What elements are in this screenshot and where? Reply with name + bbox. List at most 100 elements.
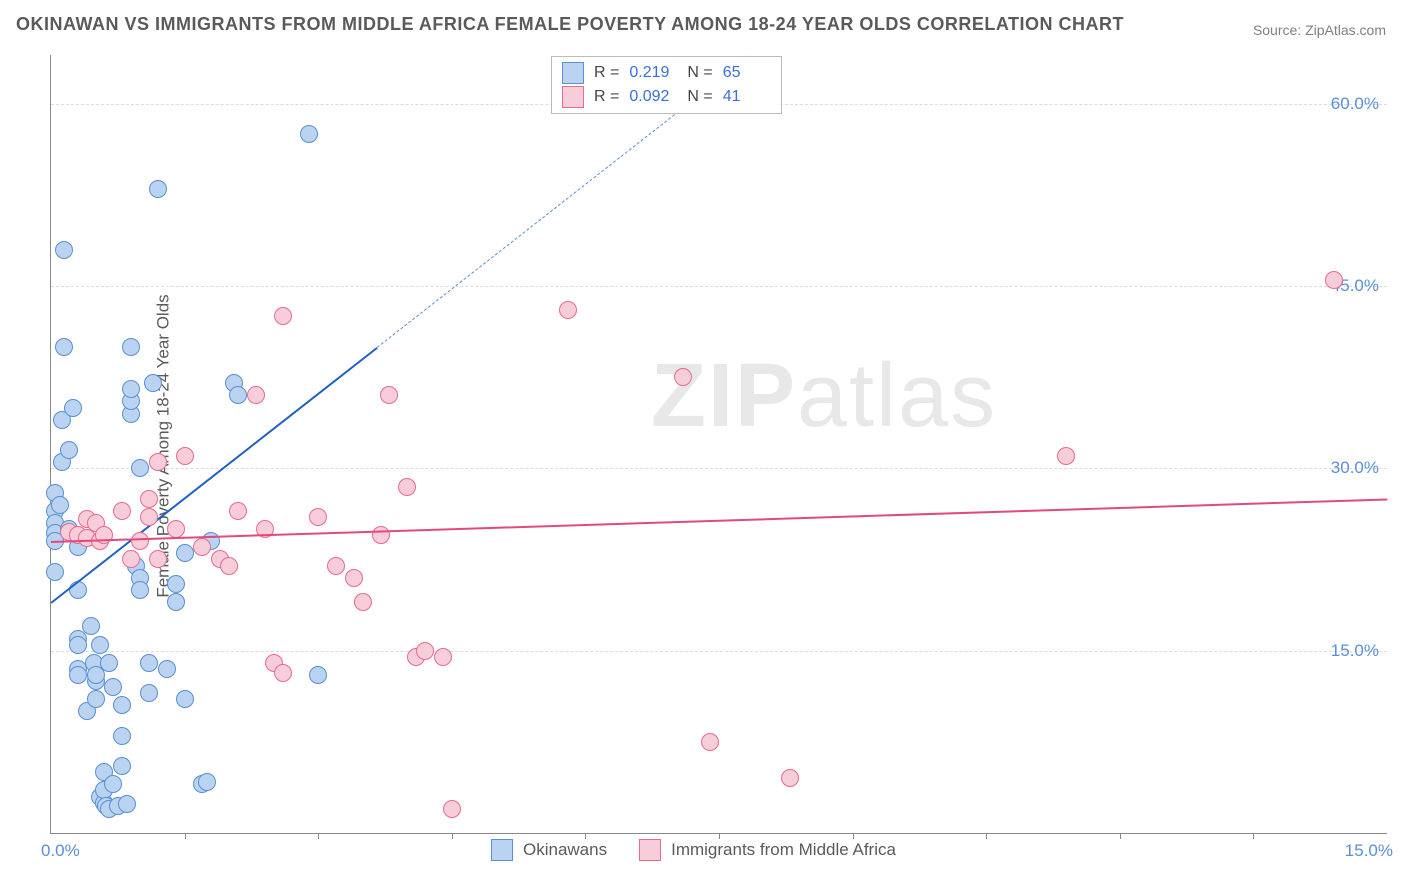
scatter-point-immigrants xyxy=(327,557,345,575)
scatter-point-immigrants xyxy=(380,386,398,404)
scatter-point-okinawans xyxy=(158,660,176,678)
legend-r-label: R = xyxy=(594,64,619,82)
scatter-point-okinawans xyxy=(176,544,194,562)
scatter-point-okinawans xyxy=(198,773,216,791)
scatter-point-immigrants xyxy=(113,502,131,520)
gridline xyxy=(51,468,1387,469)
scatter-point-immigrants xyxy=(372,526,390,544)
x-tick-mark xyxy=(452,833,453,839)
scatter-point-immigrants xyxy=(674,368,692,386)
scatter-point-okinawans xyxy=(300,125,318,143)
scatter-point-immigrants xyxy=(345,569,363,587)
legend-r-value: 0.219 xyxy=(629,64,677,82)
scatter-point-immigrants xyxy=(176,447,194,465)
source-attribution: Source: ZipAtlas.com xyxy=(1253,22,1386,38)
scatter-point-okinawans xyxy=(176,690,194,708)
scatter-point-okinawans xyxy=(55,241,73,259)
scatter-point-immigrants xyxy=(274,664,292,682)
y-tick-label: 15.0% xyxy=(1331,641,1379,661)
chart-title: OKINAWAN VS IMMIGRANTS FROM MIDDLE AFRIC… xyxy=(16,14,1124,35)
scatter-point-okinawans xyxy=(51,496,69,514)
scatter-point-immigrants xyxy=(354,593,372,611)
legend-row-immigrants: R =0.092N =41 xyxy=(562,85,771,109)
scatter-point-okinawans xyxy=(55,338,73,356)
scatter-point-immigrants xyxy=(193,538,211,556)
x-tick-mark xyxy=(986,833,987,839)
scatter-point-okinawans xyxy=(104,678,122,696)
scatter-point-okinawans xyxy=(144,374,162,392)
x-tick-mark xyxy=(1253,833,1254,839)
scatter-point-okinawans xyxy=(309,666,327,684)
scatter-point-immigrants xyxy=(149,453,167,471)
scatter-point-immigrants xyxy=(559,301,577,319)
legend-row-okinawans: R = 0.219 N = 65 xyxy=(562,61,771,85)
scatter-point-immigrants xyxy=(416,642,434,660)
legend-series-name: Okinawans xyxy=(523,840,607,860)
legend-r-value: 0.092 xyxy=(629,88,677,106)
scatter-point-okinawans xyxy=(167,593,185,611)
legend-n-label: N = xyxy=(687,64,712,82)
legend-r-label: R = xyxy=(594,88,619,106)
scatter-point-immigrants xyxy=(1325,271,1343,289)
scatter-point-okinawans xyxy=(118,795,136,813)
scatter-point-okinawans xyxy=(87,690,105,708)
scatter-point-okinawans xyxy=(100,654,118,672)
scatter-point-okinawans xyxy=(131,581,149,599)
scatter-point-immigrants xyxy=(443,800,461,818)
scatter-point-okinawans xyxy=(113,696,131,714)
scatter-point-okinawans xyxy=(69,666,87,684)
gridline xyxy=(51,651,1387,652)
scatter-point-okinawans xyxy=(60,441,78,459)
scatter-point-immigrants xyxy=(781,769,799,787)
scatter-point-immigrants xyxy=(247,386,265,404)
scatter-point-okinawans xyxy=(113,757,131,775)
scatter-point-immigrants xyxy=(122,550,140,568)
scatter-plot-area: 15.0%30.0%45.0%60.0%0.0%15.0%ZIPatlasR =… xyxy=(50,55,1387,834)
scatter-point-immigrants xyxy=(140,508,158,526)
scatter-point-immigrants xyxy=(131,532,149,550)
scatter-point-okinawans xyxy=(91,636,109,654)
scatter-point-okinawans xyxy=(104,775,122,793)
scatter-point-immigrants xyxy=(309,508,327,526)
legend-n-value: 65 xyxy=(723,64,771,82)
scatter-point-immigrants xyxy=(434,648,452,666)
scatter-point-immigrants xyxy=(701,733,719,751)
gridline xyxy=(51,286,1387,287)
scatter-point-immigrants xyxy=(149,550,167,568)
scatter-point-immigrants xyxy=(140,490,158,508)
legend-swatch xyxy=(491,839,513,861)
x-axis-min-label: 0.0% xyxy=(41,841,80,861)
scatter-point-okinawans xyxy=(69,636,87,654)
scatter-point-immigrants xyxy=(274,307,292,325)
scatter-point-okinawans xyxy=(122,338,140,356)
scatter-point-okinawans xyxy=(229,386,247,404)
legend-swatch xyxy=(562,86,584,108)
scatter-point-immigrants xyxy=(398,478,416,496)
scatter-point-okinawans xyxy=(122,380,140,398)
scatter-point-okinawans xyxy=(69,581,87,599)
scatter-point-okinawans xyxy=(140,684,158,702)
correlation-legend: R =0.219N =65R =0.092N =41 xyxy=(551,56,782,114)
x-tick-mark xyxy=(185,833,186,839)
legend-series-name: Immigrants from Middle Africa xyxy=(671,840,896,860)
legend-swatch xyxy=(562,62,584,84)
scatter-point-okinawans xyxy=(149,180,167,198)
scatter-point-immigrants xyxy=(229,502,247,520)
scatter-point-okinawans xyxy=(131,459,149,477)
scatter-point-okinawans xyxy=(64,399,82,417)
scatter-point-okinawans xyxy=(140,654,158,672)
scatter-point-immigrants xyxy=(220,557,238,575)
scatter-point-immigrants xyxy=(1057,447,1075,465)
x-axis-max-label: 15.0% xyxy=(1345,841,1393,861)
y-tick-label: 30.0% xyxy=(1331,458,1379,478)
scatter-point-okinawans xyxy=(113,727,131,745)
trend-line xyxy=(51,499,1387,544)
watermark: ZIPatlas xyxy=(651,345,997,448)
y-tick-label: 60.0% xyxy=(1331,94,1379,114)
scatter-point-okinawans xyxy=(82,617,100,635)
legend-n-label: N = xyxy=(687,88,712,106)
scatter-point-okinawans xyxy=(46,563,64,581)
scatter-point-okinawans xyxy=(167,575,185,593)
scatter-point-immigrants xyxy=(167,520,185,538)
x-tick-mark xyxy=(318,833,319,839)
